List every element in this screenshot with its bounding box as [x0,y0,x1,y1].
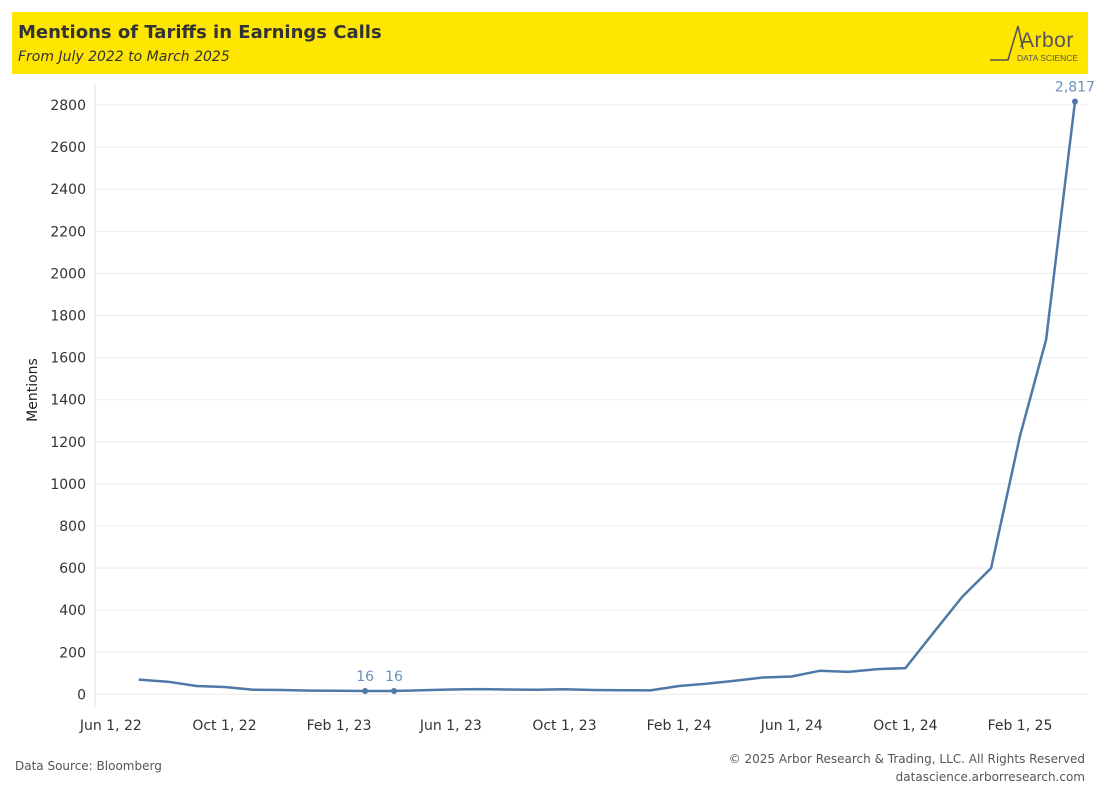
x-tick-label: Feb 1, 23 [307,718,372,734]
data-source: Data Source: Bloomberg [15,759,162,773]
y-tick-label: 800 [59,519,86,535]
y-tick-label: 2800 [50,98,86,114]
axes: 0 200 400 600 800 1000 1200 1400 1600 1800 2000 220… [50,84,1052,734]
y-tick-label: 1200 [50,435,86,451]
x-tick-label: Feb 1, 24 [647,718,712,734]
gridlines [95,104,1088,695]
data-label: 16 [356,669,374,685]
logo-subtext: DATA SCIENCE [1017,53,1079,63]
x-tick-label: Jun 1, 24 [760,718,823,734]
y-tick-label: 1800 [50,309,86,325]
y-tick-label: 2400 [50,182,86,198]
website-text: datascience.arborresearch.com [895,770,1085,784]
y-tick-label: 2000 [50,266,86,282]
data-label: 2,817 [1055,79,1095,95]
x-tick-label: Oct 1, 23 [532,718,596,734]
x-tick-label: Jun 1, 22 [79,718,142,734]
x-tick-label: Feb 1, 25 [988,718,1053,734]
copyright-text: © 2025 Arbor Research & Trading, LLC. Al… [728,752,1085,766]
y-tick-label: 0 [77,687,86,703]
y-axis-label: Mentions [25,358,41,422]
series-line [138,101,1077,693]
y-tick-label: 1400 [50,393,86,409]
x-tick-label: Oct 1, 22 [192,718,256,734]
y-tick-label: 2600 [50,140,86,156]
x-tick-label: Jun 1, 23 [419,718,482,734]
logo-word: Arbor [1020,29,1074,52]
y-tick-label: 200 [59,645,86,661]
y-tick-label: 600 [59,561,86,577]
arbor-logo: Arbor DATA SCIENCE [990,23,1086,65]
footer-credits: © 2025 Arbor Research & Trading, LLC. Al… [729,750,1085,786]
y-tick-label: 2200 [50,224,86,240]
header-banner: Mentions of Tariffs in Earnings Calls Fr… [12,12,1088,74]
arbor-logo-mark [990,25,1024,61]
data-label: 16 [385,669,403,685]
annotations: 16 16 2,817 [356,79,1095,695]
y-tick-label: 400 [59,603,86,619]
line-chart: 0 200 400 600 800 1000 1200 1400 1600 1800 2000 220… [25,79,1095,734]
annotated-point [391,688,398,695]
annotated-point [1071,98,1078,105]
x-tick-label: Oct 1, 24 [873,718,937,734]
series [138,101,1077,693]
chart-title: Mentions of Tariffs in Earnings Calls [18,22,382,43]
chart-subtitle: From July 2022 to March 2025 [18,49,230,65]
annotated-point [362,688,369,695]
y-tick-label: 1600 [50,351,86,367]
y-tick-label: 1000 [50,477,86,493]
